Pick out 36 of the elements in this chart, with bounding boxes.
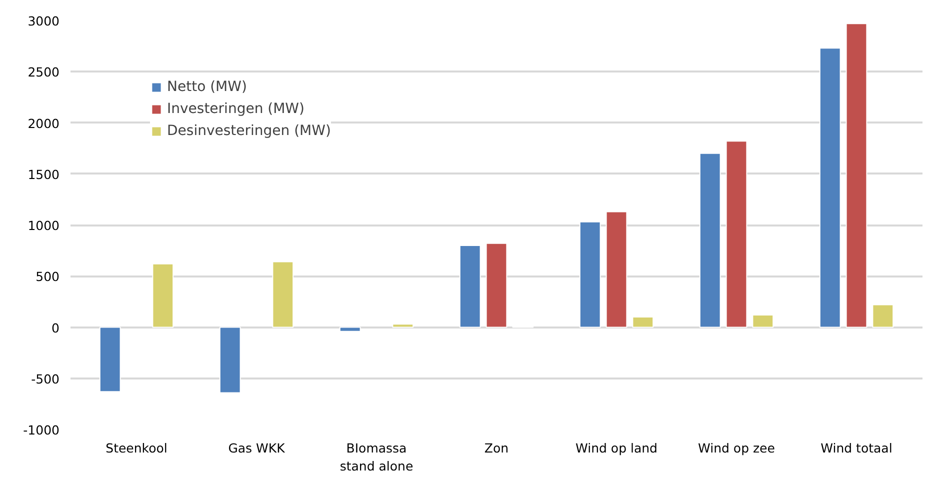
x-tick-label: Gas WKK [228,440,286,456]
x-tick-label: Wind op land [576,440,658,456]
bar [392,324,414,328]
bar [606,211,628,328]
bar [846,23,868,328]
x-tick-label: BIomassa stand alone [340,440,414,474]
bar [726,140,748,328]
bar [459,244,481,328]
legend-label: Desinvesteringen (MW) [167,123,331,139]
bar [272,261,294,328]
y-tick-label: 500 [36,269,60,284]
y-tick-label: 1000 [28,218,60,233]
y-tick-label: 0 [52,320,60,336]
bar [579,221,601,328]
bar [152,263,174,328]
x-tick-label: Zon [484,440,509,456]
y-tick-label: 1500 [28,166,60,182]
y-tick-label: -1000 [23,422,60,438]
y-tick-label: 3000 [28,14,60,28]
bar [219,326,241,394]
bar [339,326,361,332]
y-tick-label: -500 [31,371,60,386]
legend-label: Investeringen (MW) [167,101,304,117]
x-tick-label: Wind op zee [698,440,776,456]
bar [699,152,721,328]
legend-label: Netto (MW) [167,79,247,95]
x-tick-label: Wind totaal [820,440,892,456]
y-tick-label: 2500 [28,64,60,80]
bar [99,326,121,392]
y-tick-label: 2000 [28,116,60,131]
bar [752,314,774,328]
bar [486,242,508,328]
bar [872,304,894,328]
bar [819,48,841,328]
x-tick-label: Steenkool [106,440,168,456]
bar [632,316,654,328]
